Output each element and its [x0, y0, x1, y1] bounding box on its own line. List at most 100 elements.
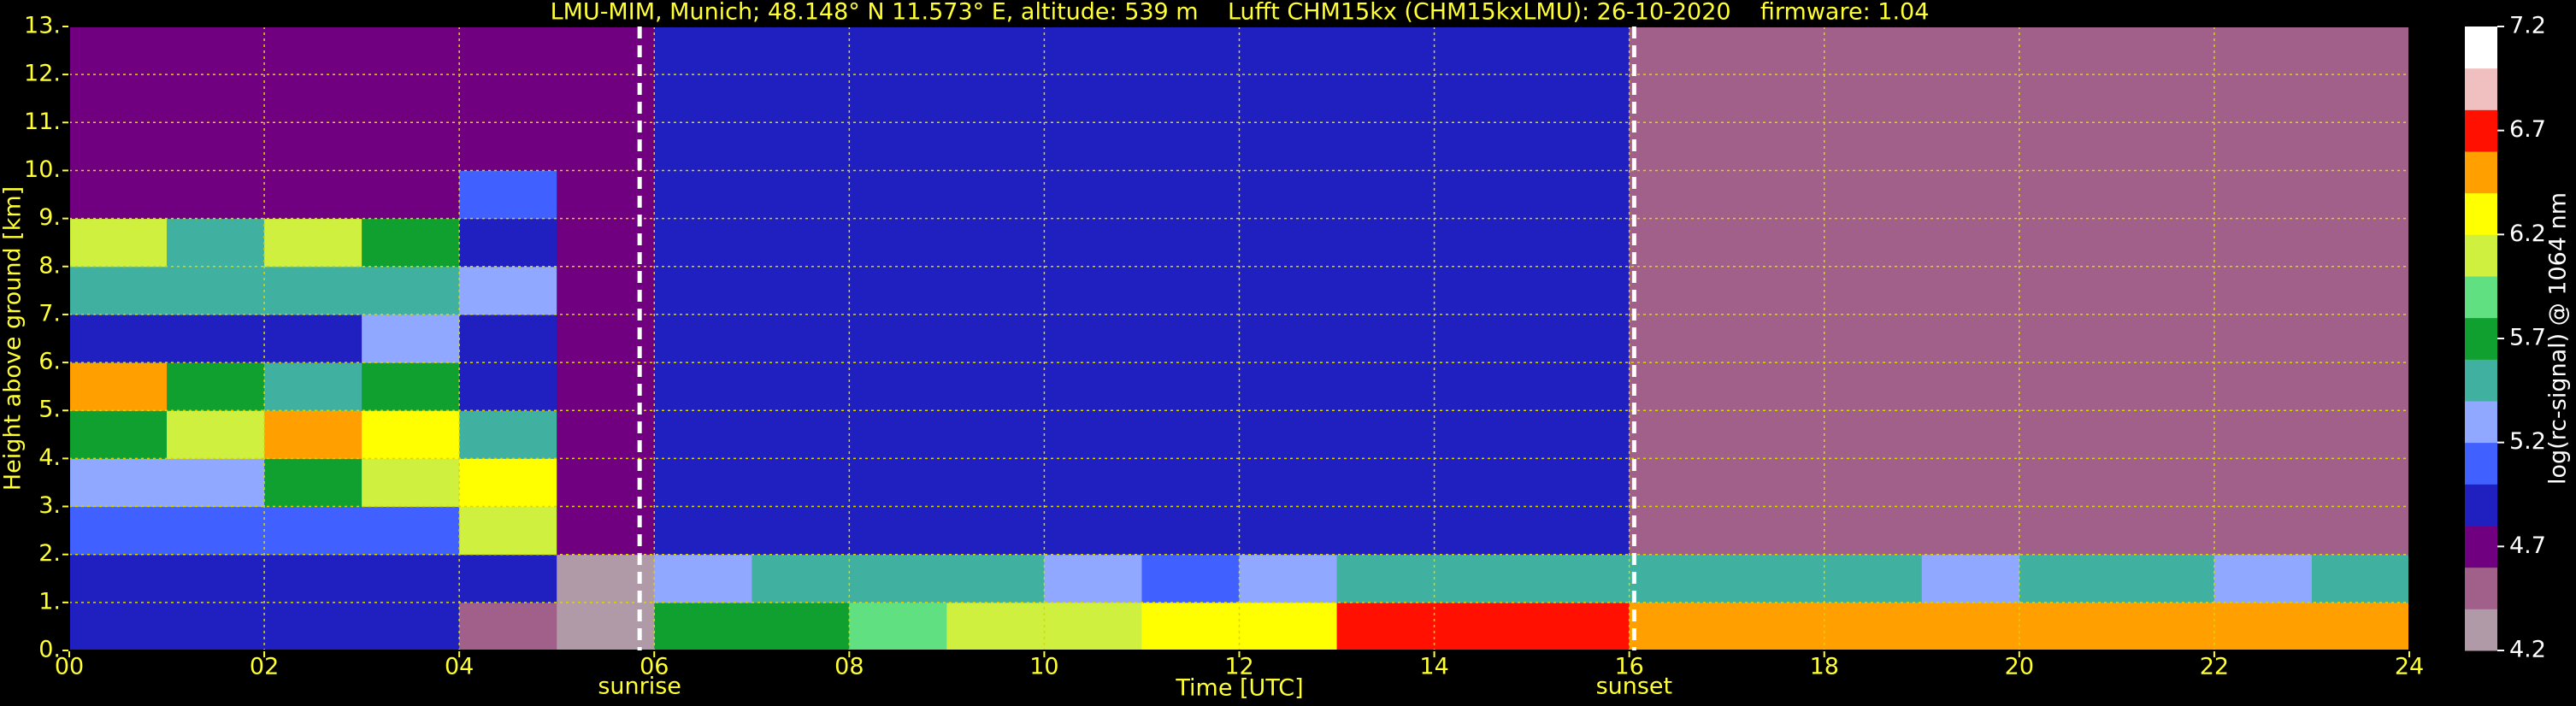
heatmap-cell	[1239, 458, 1338, 508]
heatmap-cell	[946, 458, 1045, 508]
heatmap-cell	[2311, 218, 2410, 268]
heatmap-cell	[946, 410, 1045, 459]
heatmap-cell	[2019, 122, 2118, 171]
heatmap-cell	[69, 26, 168, 75]
heatmap-cell	[1434, 218, 1533, 268]
heatmap-cell	[459, 122, 557, 171]
heatmap-cell	[1726, 122, 1825, 171]
y-tick-label: 10.	[24, 156, 61, 183]
heatmap-cell	[654, 458, 752, 508]
heatmap-cell	[1044, 458, 1142, 508]
heatmap-cell	[1336, 218, 1435, 268]
heatmap-cell	[1921, 170, 2020, 220]
heatmap-cell	[946, 266, 1045, 315]
colorbar-segment	[2465, 609, 2497, 651]
heatmap-cell	[1629, 170, 1728, 220]
heatmap-cell	[1141, 218, 1240, 268]
heatmap-cell	[752, 602, 850, 651]
x-tick-label: 16	[1614, 654, 1643, 680]
heatmap-cell	[1044, 362, 1142, 411]
heatmap-cell	[1921, 266, 2020, 315]
y-tick-label: 7.	[38, 300, 61, 327]
heatmap-cell	[654, 74, 752, 123]
heatmap-cell	[1921, 362, 2020, 411]
heatmap-cell	[264, 506, 363, 556]
heatmap-cell	[1824, 314, 1923, 363]
heatmap-cell	[1044, 314, 1142, 363]
heatmap-cell	[2311, 266, 2410, 315]
plot-frame	[68, 26, 2410, 651]
heatmap-cell	[2019, 218, 2118, 268]
y-tick-label: 12.	[24, 61, 61, 87]
heatmap-cell	[264, 170, 363, 220]
heatmap-cell	[2213, 602, 2313, 651]
heatmap-cell	[69, 458, 168, 508]
heatmap-cell	[264, 218, 363, 268]
y-tick-label: 2.	[38, 540, 61, 567]
colorbar-segment	[2465, 68, 2497, 110]
heatmap-cell	[2019, 314, 2118, 363]
heatmap-cell	[2019, 266, 2118, 315]
heatmap-cell	[1044, 26, 1142, 75]
x-tick-label: 14	[1419, 654, 1448, 680]
heatmap-cell	[752, 74, 850, 123]
heatmap-cell	[2311, 122, 2410, 171]
heatmap-cell	[1824, 602, 1923, 651]
x-tick-label: 08	[834, 654, 864, 680]
heatmap-cell	[2311, 554, 2410, 603]
heatmap-cell	[2116, 122, 2215, 171]
heatmap-cell	[2311, 410, 2410, 459]
x-tick-label: 02	[250, 654, 279, 680]
heatmap-cell	[2213, 458, 2313, 508]
heatmap-cell	[264, 554, 363, 603]
heatmap-cell	[1531, 170, 1630, 220]
heatmap-cell	[362, 602, 460, 651]
heatmap-cell	[264, 122, 363, 171]
heatmap-cell	[752, 458, 850, 508]
y-tick-label: 1.	[38, 588, 61, 615]
heatmap-cell	[1921, 218, 2020, 268]
x-tick-label: 22	[2200, 654, 2229, 680]
x-axis-label: Time [UTC]	[1175, 675, 1303, 702]
heatmap-cell	[1336, 410, 1435, 459]
heatmap-cell	[264, 266, 363, 315]
heatmap-cell	[1141, 122, 1240, 171]
y-tick-label: 11.	[24, 109, 61, 135]
heatmap-cell	[69, 410, 168, 459]
heatmap-cell	[1141, 506, 1240, 556]
heatmap-cell	[1824, 218, 1923, 268]
y-tick-label: 6.	[38, 349, 61, 375]
heatmap-cell	[1239, 314, 1338, 363]
heatmap-cell	[1336, 362, 1435, 411]
heatmap-cell	[1726, 266, 1825, 315]
heatmap-cell	[1434, 458, 1533, 508]
heatmap-cell	[1629, 410, 1728, 459]
heatmap-cell	[1824, 506, 1923, 556]
heatmap-cell	[1336, 602, 1435, 651]
heatmap-cell	[1141, 266, 1240, 315]
heatmap-cell	[1044, 218, 1142, 268]
heatmap-cell	[2116, 410, 2215, 459]
colorbar-segment	[2465, 401, 2497, 444]
colorbar-tick-label: 4.2	[2509, 637, 2546, 663]
heatmap-cell	[1434, 602, 1533, 651]
heatmap-cell	[459, 602, 557, 651]
heatmap-cell	[362, 122, 460, 171]
heatmap-cell	[362, 554, 460, 603]
heatmap-cell	[1531, 410, 1630, 459]
heatmap-cell	[654, 602, 752, 651]
heatmap-cell	[167, 506, 265, 556]
heatmap-cell	[752, 362, 850, 411]
heatmap-cell	[459, 218, 557, 268]
heatmap-cell	[2116, 458, 2215, 508]
heatmap-cell	[1531, 218, 1630, 268]
heatmap-cell	[752, 266, 850, 315]
heatmap-cell	[1044, 170, 1142, 220]
heatmap-cell	[557, 74, 655, 123]
heatmap-cell	[1629, 314, 1728, 363]
heatmap-cell	[1921, 602, 2020, 651]
heatmap-cell	[2116, 74, 2215, 123]
heatmap-cell	[167, 26, 265, 75]
heatmap-cell	[1239, 74, 1338, 123]
heatmap-cell	[1921, 506, 2020, 556]
